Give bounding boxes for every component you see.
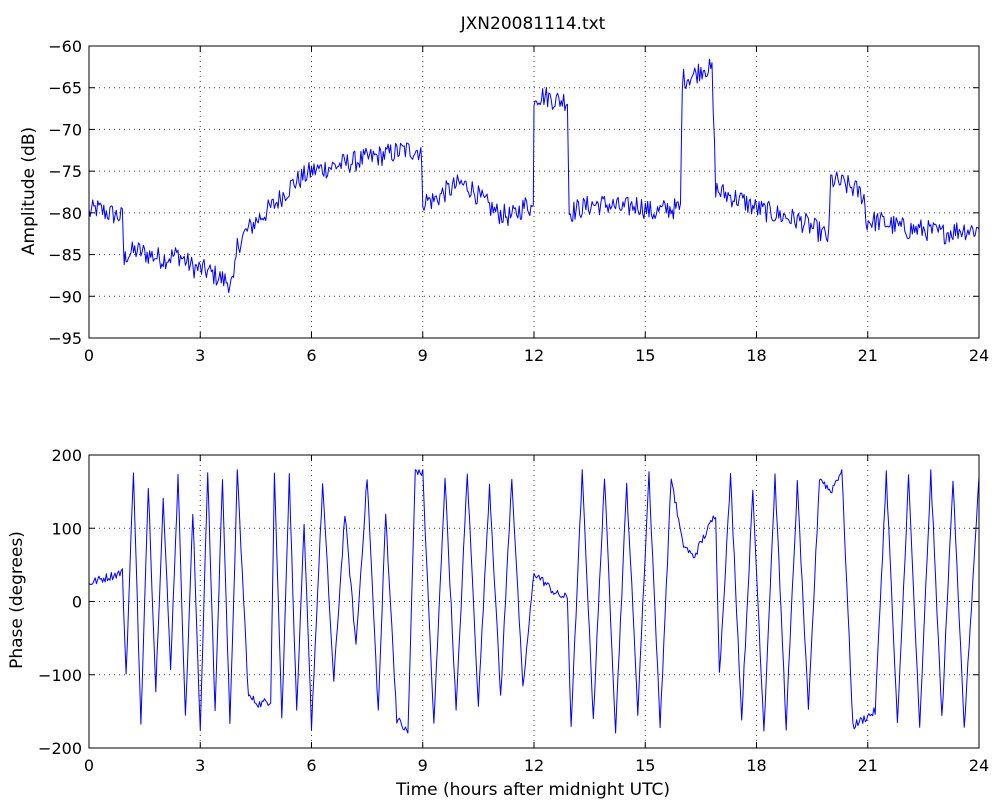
amplitude-y-tick-label: −75 (48, 162, 82, 181)
amplitude-y-tick-label: −80 (48, 204, 82, 223)
amplitude-x-tick-label: 0 (84, 346, 94, 365)
phase-trace (88, 469, 980, 734)
phase-x-tick-label: 0 (84, 756, 94, 775)
chart-title: JXN20081114.txt (460, 14, 606, 34)
amplitude-x-tick-label: 24 (969, 346, 989, 365)
phase-y-axis-label: Phase (degrees) (7, 531, 27, 669)
amplitude-y-tick-label: −90 (48, 287, 82, 306)
amplitude-x-tick-label: 9 (418, 346, 428, 365)
amplitude-x-tick-label: 12 (524, 346, 544, 365)
phase-x-tick-label: 6 (306, 756, 316, 775)
phase-y-tick-label: 200 (51, 446, 82, 465)
amplitude-y-tick-label: −65 (48, 79, 82, 98)
phase-panel: 0 3 6 9 12 15 18 21 24 −200 −100 0 100 200 Phase (de… (7, 446, 989, 800)
amplitude-trace (88, 58, 980, 294)
phase-x-tick-label: 3 (195, 756, 205, 775)
phase-x-axis-label: Time (hours after midnight UTC) (395, 780, 670, 800)
amplitude-x-tick-label: 6 (306, 346, 316, 365)
phase-x-ticks: 0 3 6 9 12 15 18 21 24 (84, 455, 989, 775)
amplitude-x-tick-label: 21 (858, 346, 878, 365)
amplitude-y-tick-label: −70 (48, 120, 82, 139)
phase-x-tick-label: 9 (418, 756, 428, 775)
phase-gridlines (89, 455, 979, 748)
amplitude-x-tick-label: 3 (195, 346, 205, 365)
phase-x-tick-label: 21 (858, 756, 878, 775)
phase-x-tick-label: 24 (969, 756, 989, 775)
amplitude-y-ticks: −95 −90 −85 −80 −75 −70 −65 −60 (48, 37, 979, 348)
amplitude-y-tick-label: −85 (48, 246, 82, 265)
phase-y-tick-label: 100 (51, 519, 82, 538)
amplitude-panel: JXN20081114.txt 0 3 6 9 12 15 18 21 24 −95 −90 −85… (19, 14, 989, 365)
amplitude-y-axis-label: Amplitude (dB) (19, 127, 39, 255)
phase-y-tick-label: −100 (38, 666, 82, 685)
phase-series-line (88, 469, 980, 734)
amplitude-x-ticks: 0 3 6 9 12 15 18 21 24 (84, 46, 989, 365)
phase-x-tick-label: 15 (635, 756, 655, 775)
phase-y-tick-label: −200 (38, 739, 82, 758)
phase-x-tick-label: 12 (524, 756, 544, 775)
phase-x-tick-label: 18 (746, 756, 766, 775)
amplitude-x-tick-label: 15 (635, 346, 655, 365)
amplitude-y-tick-label: −95 (48, 329, 82, 348)
amplitude-series-line (88, 58, 980, 294)
phase-y-tick-label: 0 (72, 593, 82, 612)
phase-y-ticks: −200 −100 0 100 200 (38, 446, 979, 758)
amplitude-x-tick-label: 18 (746, 346, 766, 365)
amplitude-y-tick-label: −60 (48, 37, 82, 56)
